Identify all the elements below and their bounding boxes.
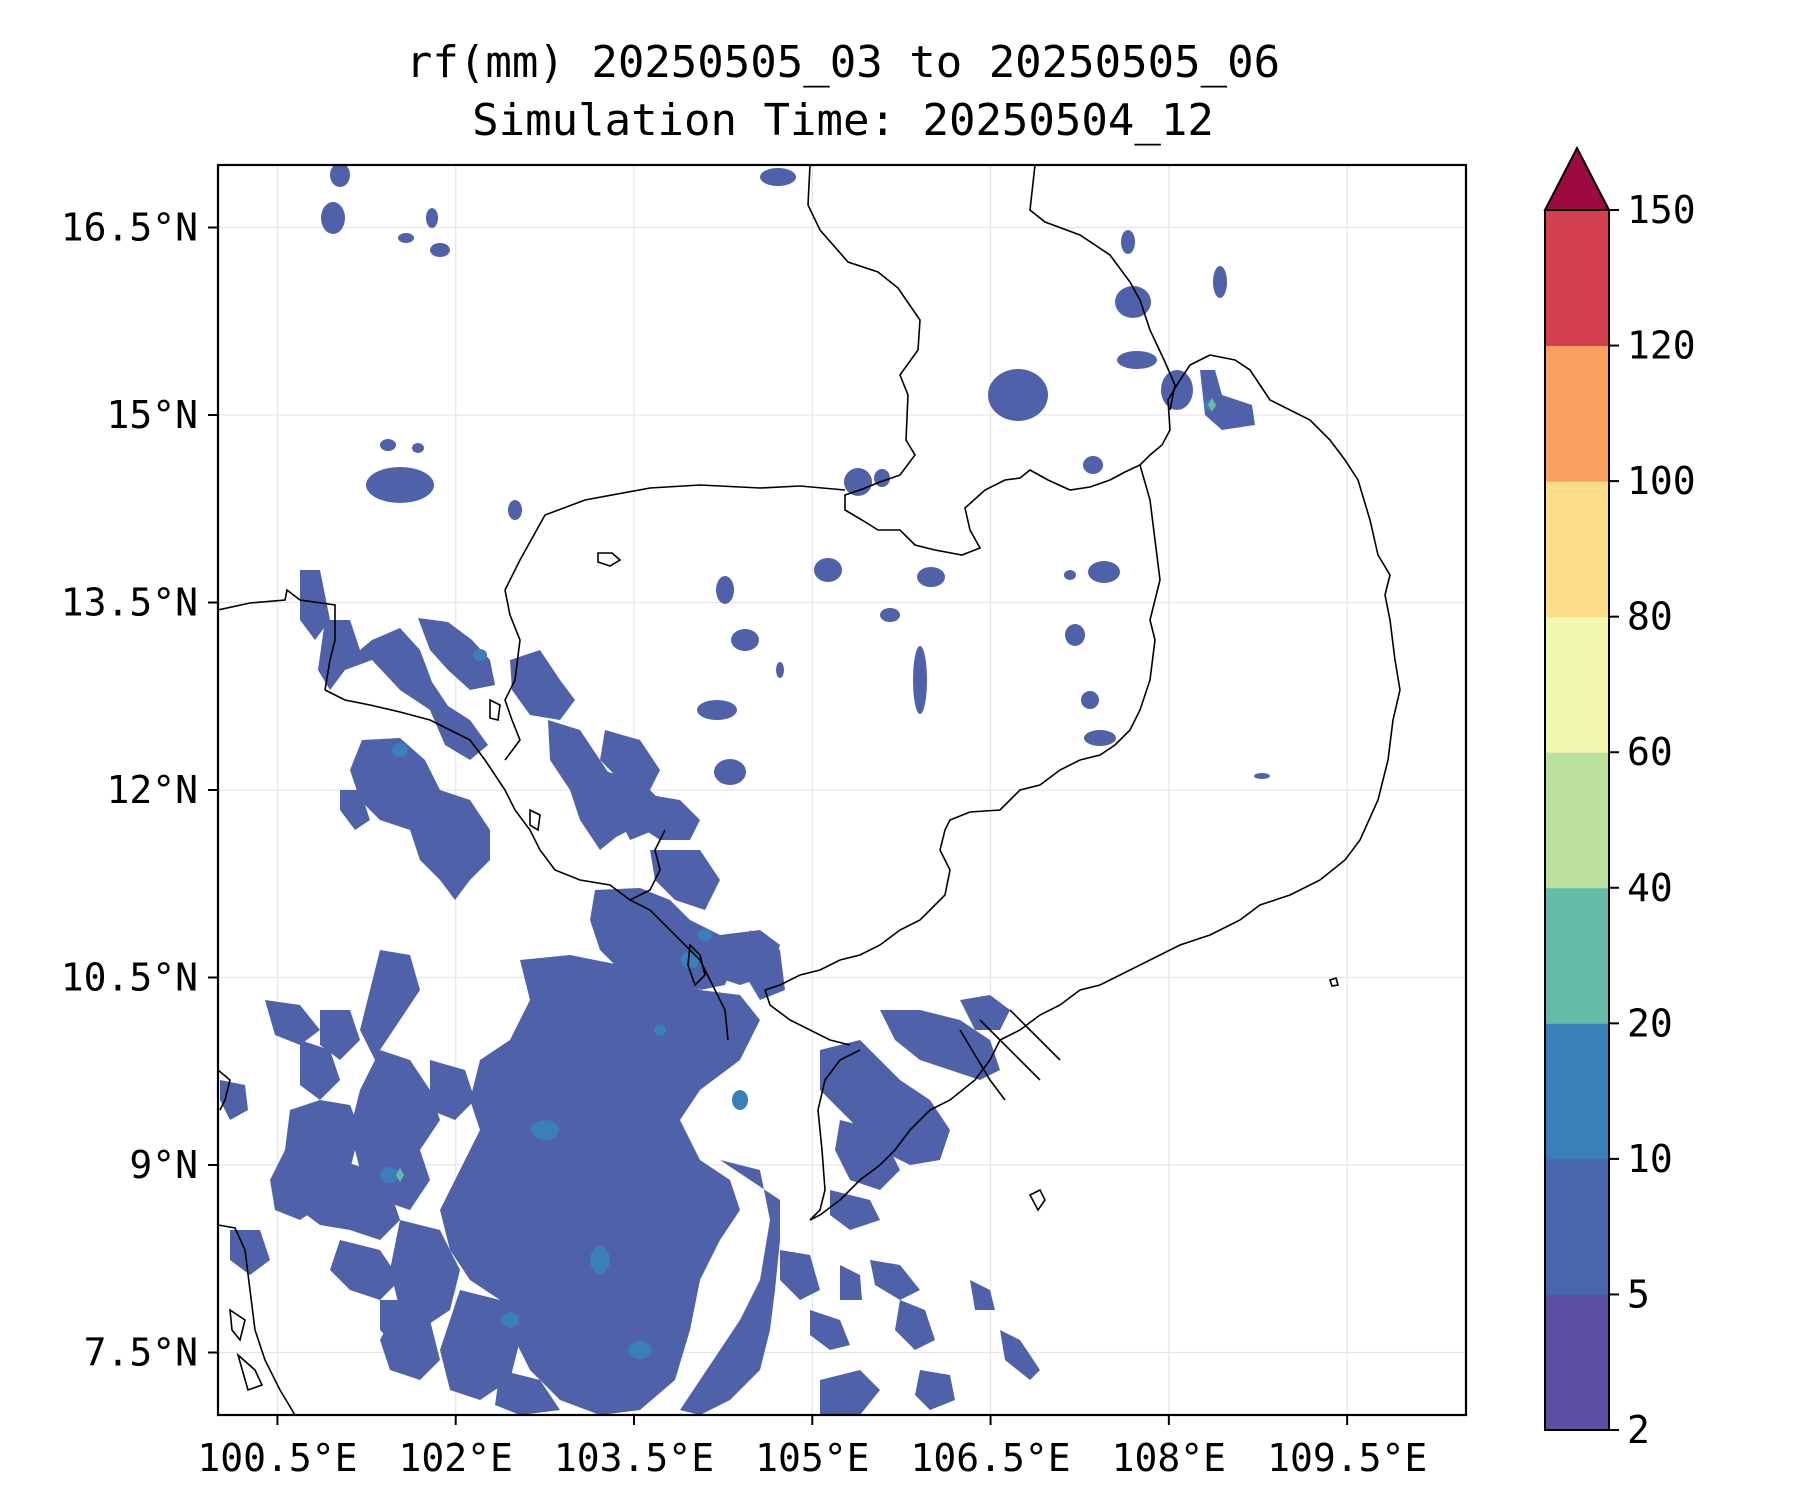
coastlines-and-borders (218, 165, 1401, 1415)
chart-title-line-1: rf(mm) 20250505_03 to 20250505_06 (405, 37, 1281, 88)
x-axis: 100.5°E 102°E 103.5°E 105°E 106.5°E 108°E 109.… (197, 1415, 1427, 1480)
x-tick-label: 100.5°E (197, 1436, 357, 1480)
y-tick-label: 10.5°N (61, 956, 198, 1000)
colorbar-segment (1545, 481, 1609, 618)
x-tick-label: 108°E (1112, 1436, 1226, 1480)
x-tick-label: 109.5°E (1267, 1436, 1427, 1480)
peak-marker-north (1208, 398, 1216, 412)
colorbar-tick-label: 2 (1627, 1408, 1650, 1452)
colorbar-segment (1545, 752, 1609, 889)
colorbar-tick-label: 100 (1627, 459, 1696, 503)
rainfall-contours (220, 165, 1270, 1415)
colorbar-tick-label: 20 (1627, 1001, 1673, 1045)
y-tick-label: 16.5°N (61, 206, 198, 250)
colorbar-frame (1544, 209, 1610, 1431)
map-plot-area (216, 163, 1468, 1417)
y-tick-label: 9°N (129, 1143, 198, 1187)
colorbar-tick-label: 120 (1627, 324, 1696, 368)
colorbar-segment (1545, 1294, 1609, 1431)
x-tick-label: 102°E (399, 1436, 513, 1480)
x-tick-label: 103.5°E (554, 1436, 714, 1480)
chart-title-line-2: Simulation Time: 20250504_12 (472, 95, 1214, 146)
x-tick-label: 105°E (755, 1436, 869, 1480)
y-tick-label: 13.5°N (61, 581, 198, 625)
x-tick-label: 106.5°E (910, 1436, 1070, 1480)
colorbar-tick-label: 60 (1627, 730, 1673, 774)
colorbar-tick-label: 40 (1627, 866, 1673, 910)
colorbar-segment (1545, 1158, 1609, 1295)
map-gridlines (218, 165, 1466, 1415)
colorbar-segment (1545, 616, 1609, 753)
colorbar-tick-label: 5 (1627, 1272, 1650, 1316)
colorbar-segment (1545, 1023, 1609, 1160)
colorbar-segment (1545, 210, 1609, 347)
rainfall-cores (380, 398, 1216, 1359)
colorbar-segment (1545, 887, 1609, 1024)
y-tick-label: 12°N (106, 768, 198, 812)
colorbar-tick-label: 80 (1627, 595, 1673, 639)
colorbar: 2 5 10 20 40 60 80 100 120 150 (1543, 145, 1696, 1452)
colorbar-tick-label: 10 (1627, 1137, 1673, 1181)
y-tick-label: 7.5°N (84, 1331, 198, 1375)
y-tick-label: 15°N (106, 393, 198, 437)
y-axis: 16.5°N 15°N 13.5°N 12°N 10.5°N 9°N 7.5°N (61, 206, 218, 1375)
colorbar-segment (1545, 345, 1609, 482)
colorbar-tick-label: 150 (1627, 188, 1696, 232)
peak-marker-gulf (396, 1168, 404, 1182)
colorbar-extend-arrow (1543, 145, 1611, 211)
